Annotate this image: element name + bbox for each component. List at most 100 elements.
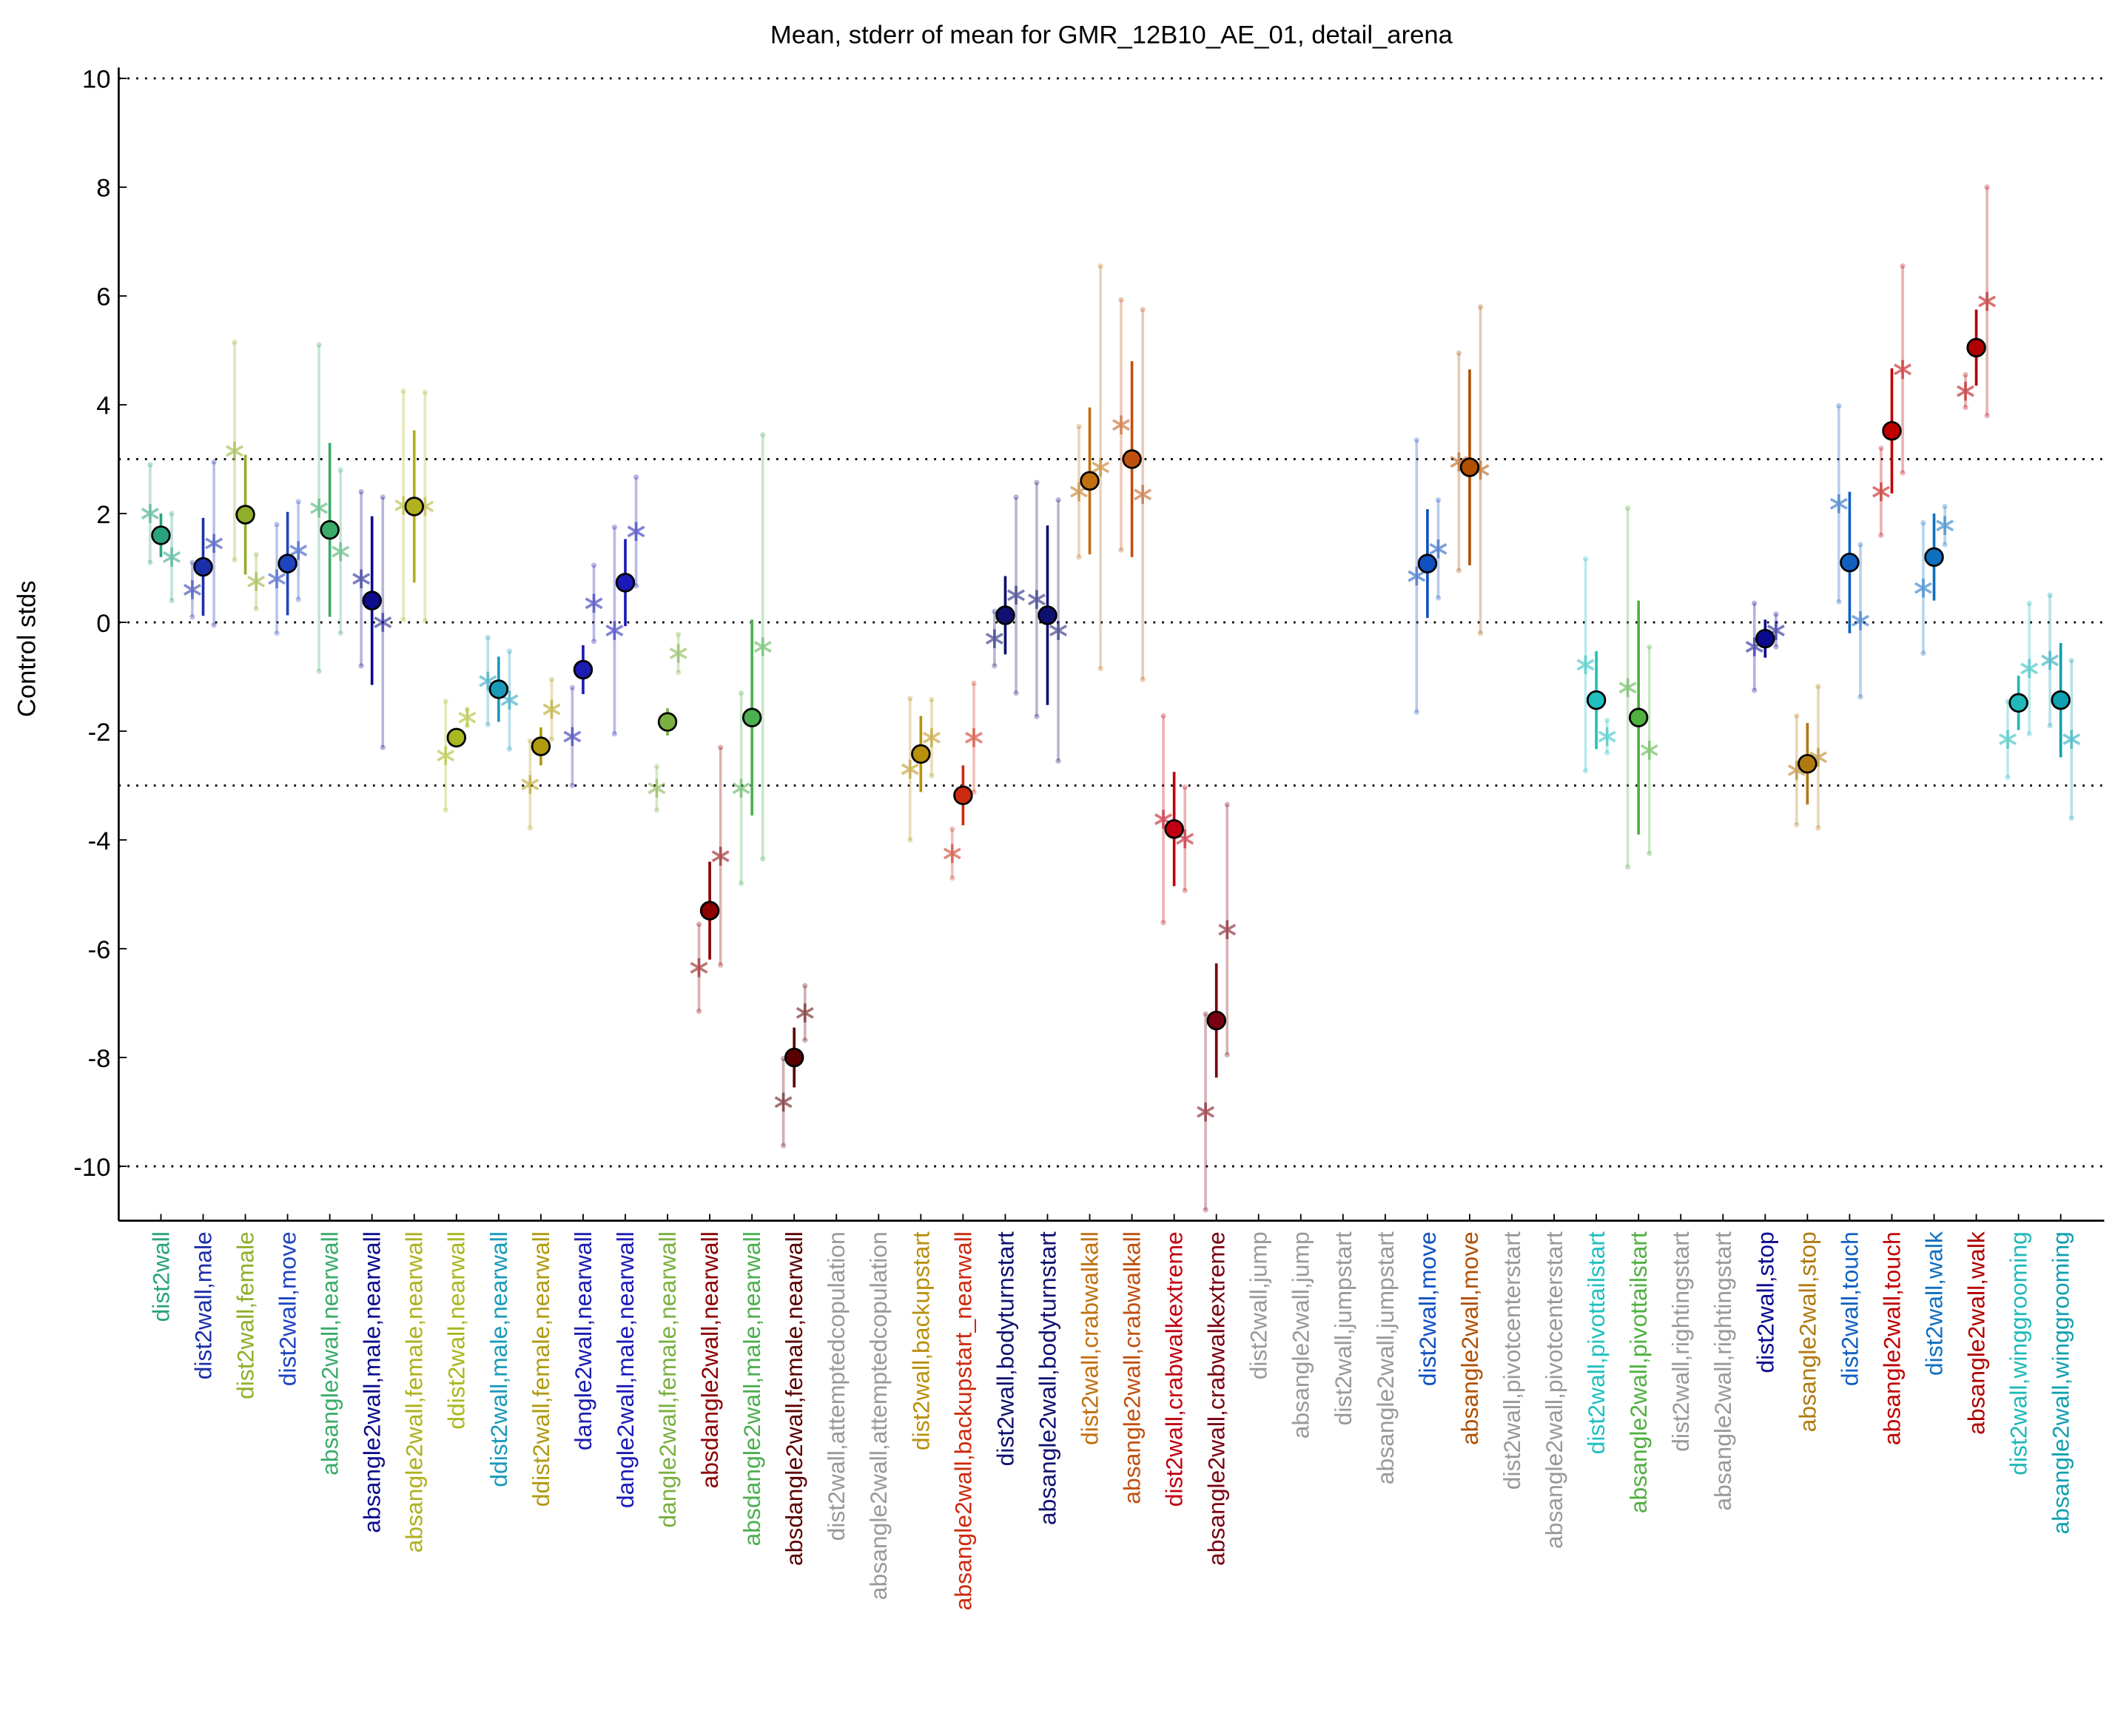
male-error-end bbox=[653, 764, 660, 770]
female-marker bbox=[796, 1003, 814, 1023]
mean-marker bbox=[2051, 690, 2071, 710]
female-marker bbox=[1852, 611, 1869, 630]
female-marker bbox=[458, 707, 477, 727]
x-tick-label: dist2wall bbox=[147, 1231, 174, 1322]
female-error-end bbox=[1815, 825, 1821, 831]
male-error-end bbox=[189, 614, 195, 620]
male-error-end bbox=[696, 921, 702, 927]
mean-marker bbox=[1417, 554, 1438, 573]
mean-marker bbox=[193, 556, 213, 577]
male-error-end bbox=[1878, 532, 1884, 539]
male-error-end bbox=[189, 559, 195, 565]
female-error-end bbox=[1097, 665, 1103, 672]
male-error-end bbox=[1794, 713, 1800, 719]
female-error-end bbox=[1773, 644, 1779, 650]
female-marker bbox=[332, 542, 350, 562]
mean-marker bbox=[278, 554, 297, 573]
male-error-end bbox=[443, 698, 448, 704]
male-error-end bbox=[316, 668, 322, 674]
mean-marker bbox=[1038, 605, 1058, 625]
x-tick-label: dist2wall,pivotcenterstart bbox=[1499, 1231, 1525, 1490]
male-error-end bbox=[992, 663, 998, 669]
x-tick-label: ddist2wall,male,nearwall bbox=[485, 1231, 512, 1487]
female-error-end bbox=[2026, 600, 2032, 606]
y-tick-label: 4 bbox=[96, 392, 110, 420]
x-tick-label: absangle2wall,touch bbox=[1878, 1231, 1905, 1445]
mean-marker bbox=[1164, 819, 1184, 839]
male-marker bbox=[985, 629, 1003, 648]
mean-marker bbox=[1080, 471, 1100, 491]
mean-marker bbox=[742, 707, 762, 727]
x-tick-label: dist2wall,backupstart bbox=[907, 1231, 934, 1450]
female-error-end bbox=[1224, 1052, 1230, 1058]
y-tick-label: -10 bbox=[73, 1154, 110, 1182]
mean-marker bbox=[1798, 753, 1818, 774]
mean-marker bbox=[488, 679, 509, 699]
female-error-end bbox=[1900, 470, 1906, 476]
female-error-end bbox=[760, 431, 766, 438]
mean-marker bbox=[2008, 693, 2028, 713]
mean-marker bbox=[1882, 421, 1902, 441]
female-error-end bbox=[1942, 542, 1948, 548]
male-marker bbox=[437, 746, 455, 765]
male-error-end bbox=[527, 825, 533, 831]
male-error-end bbox=[907, 696, 913, 702]
male-marker bbox=[1408, 566, 1426, 586]
female-error-end bbox=[2068, 815, 2074, 821]
male-error-end bbox=[1920, 650, 1926, 656]
male-marker bbox=[1576, 655, 1595, 675]
male-error-end bbox=[1920, 519, 1926, 526]
female-marker bbox=[711, 847, 730, 866]
male-marker bbox=[1999, 730, 2017, 749]
male-error-end bbox=[232, 556, 238, 563]
female-error-end bbox=[1477, 304, 1484, 310]
female-error-end bbox=[506, 746, 513, 752]
y-axis-label: Control stds bbox=[13, 580, 41, 717]
male-marker bbox=[226, 441, 243, 461]
mean-marker bbox=[1628, 707, 1649, 727]
male-error-end bbox=[1878, 445, 1884, 451]
mean-marker bbox=[784, 1047, 804, 1068]
female-marker bbox=[585, 593, 603, 613]
female-marker bbox=[965, 728, 983, 747]
male-error-end bbox=[611, 524, 618, 531]
female-error-end bbox=[422, 618, 428, 624]
female-error-end bbox=[1435, 595, 1442, 601]
female-error-end bbox=[1435, 497, 1442, 503]
female-error-end bbox=[1647, 644, 1652, 650]
male-marker bbox=[943, 844, 961, 864]
female-error-end bbox=[1857, 542, 1863, 548]
male-marker bbox=[268, 569, 286, 588]
female-error-end bbox=[675, 670, 682, 676]
male-error-end bbox=[358, 663, 364, 669]
male-error-end bbox=[1160, 713, 1166, 719]
female-error-end bbox=[1477, 630, 1484, 636]
female-error-end bbox=[295, 596, 301, 602]
x-tick-label: absangle2wall,rightingstart bbox=[1709, 1231, 1736, 1511]
x-tick-label: dist2wall,move bbox=[275, 1231, 301, 1386]
female-marker bbox=[2062, 730, 2081, 749]
x-tick-label: absangle2wall,pivottailstart bbox=[1625, 1231, 1652, 1513]
female-error-end bbox=[548, 736, 555, 742]
female-marker bbox=[669, 644, 687, 663]
female-error-end bbox=[380, 494, 386, 500]
x-tick-label: ddist2wall,female,nearwall bbox=[528, 1231, 554, 1507]
female-error-end bbox=[1773, 611, 1779, 617]
male-marker bbox=[2041, 650, 2059, 670]
y-tick-label: -8 bbox=[88, 1045, 111, 1073]
male-error-end bbox=[147, 559, 153, 565]
male-error-end bbox=[1034, 480, 1040, 485]
x-tick-label: dist2wall,touch bbox=[1836, 1231, 1863, 1386]
female-error-end bbox=[253, 551, 259, 557]
female-marker bbox=[1092, 457, 1110, 477]
male-error-end bbox=[1752, 600, 1758, 606]
mean-marker bbox=[911, 744, 931, 764]
female-error-end bbox=[380, 744, 386, 750]
male-marker bbox=[1112, 415, 1130, 434]
female-error-end bbox=[1224, 801, 1230, 807]
male-marker bbox=[141, 504, 159, 523]
male-error-end bbox=[907, 837, 913, 843]
female-marker bbox=[627, 522, 645, 542]
x-tick-label: absangle2wall,jump bbox=[1288, 1231, 1314, 1439]
